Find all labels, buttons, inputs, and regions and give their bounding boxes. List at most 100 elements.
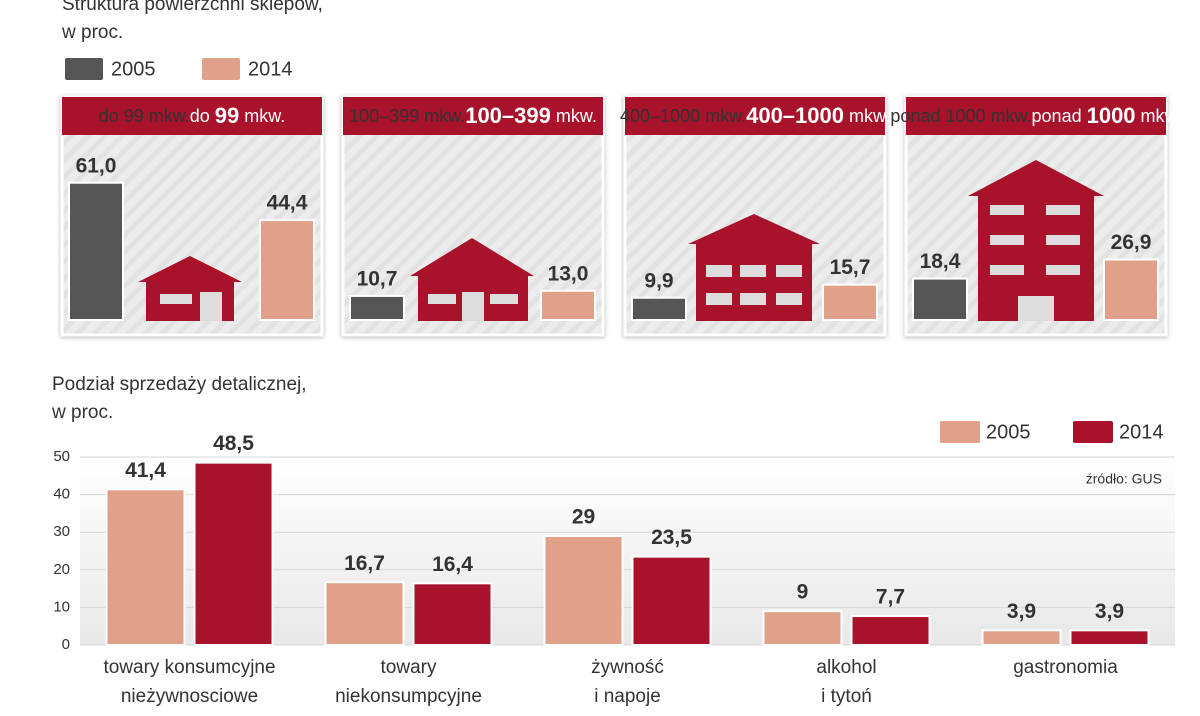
y-tick-label: 20 [53, 561, 70, 578]
house-window [776, 265, 802, 277]
value-label: 41,4 [125, 459, 166, 482]
value-label: 7,7 [876, 586, 905, 609]
value-label: 29 [572, 506, 595, 529]
x-tick-label: towary [381, 657, 437, 678]
x-tick-label: i napoje [594, 686, 661, 707]
bar [324, 581, 405, 647]
chart-title: Struktura powierzchni sklepów, [62, 0, 323, 15]
bar [68, 181, 124, 321]
bar [349, 294, 405, 321]
bar [105, 488, 186, 646]
house-window [990, 265, 1024, 275]
value-label: 26,9 [1111, 231, 1152, 254]
x-tick-label: i tytoń [821, 686, 872, 707]
house [410, 238, 534, 276]
value-label: 23,5 [651, 526, 692, 549]
legend-label: 2014 [248, 58, 293, 80]
value-label: 16,7 [344, 552, 385, 575]
bar [543, 534, 624, 647]
panel: 400–1000 mkw.400–1000 mkw. 9,9 15,7 [620, 95, 890, 337]
house-window [706, 265, 732, 277]
y-tick-label: 40 [53, 486, 70, 503]
x-tick-label: niekonsumpcyjne [335, 686, 482, 707]
bar [822, 283, 878, 321]
house-window [740, 293, 766, 305]
house-window [706, 293, 732, 305]
value-label: 48,5 [213, 432, 254, 455]
panel-label: ponad 1000 mkw.ponad 1000 mkw. [890, 103, 1181, 128]
house-window [740, 265, 766, 277]
value-label: 9,9 [644, 269, 673, 292]
panel-header [625, 97, 885, 135]
house-window [990, 235, 1024, 245]
bar [762, 610, 843, 646]
y-tick-label: 0 [62, 636, 70, 653]
house [968, 160, 1104, 196]
house-window [1046, 265, 1080, 275]
house-door [462, 292, 484, 321]
house [696, 242, 812, 321]
x-tick-label: towary konsumcyjne [103, 657, 275, 678]
x-tick-label: nieżywnosciowe [121, 686, 258, 707]
chart-title: w proc. [61, 22, 123, 43]
x-tick-label: alkohol [816, 657, 876, 678]
x-tick-label: żywność [591, 657, 664, 678]
house-window [776, 293, 802, 305]
bar [631, 555, 712, 647]
panel: do 99 mkw.do 99 mkw. 61,0 44,4 [60, 95, 324, 337]
panel-label: do 99 mkw.do 99 mkw. [99, 103, 286, 128]
legend-label: 2014 [1119, 421, 1164, 443]
bar [193, 461, 274, 647]
house-door [200, 292, 222, 321]
legend-label: 2005 [986, 421, 1031, 443]
bar [1069, 629, 1150, 646]
value-label: 15,7 [830, 256, 871, 279]
panel-label: 400–1000 mkw.400–1000 mkw. [620, 103, 890, 128]
panel-header [906, 97, 1166, 135]
panel-header [62, 97, 322, 135]
house [688, 214, 820, 244]
bar [981, 629, 1062, 646]
value-label: 18,4 [920, 250, 961, 273]
bar [259, 219, 315, 322]
y-tick-label: 10 [53, 598, 70, 615]
x-tick-label: gastronomia [1013, 657, 1118, 678]
house-window [428, 294, 456, 304]
legend-label: 2005 [111, 58, 156, 80]
source: źródło: GUS [1086, 471, 1162, 487]
house [138, 256, 242, 282]
value-label: 9 [797, 581, 809, 604]
legend-swatch [65, 58, 103, 80]
legend-swatch [1073, 421, 1113, 443]
legend-swatch [940, 421, 980, 443]
bar [850, 615, 931, 646]
house-window [490, 294, 518, 304]
bar [540, 289, 596, 321]
y-tick-label: 30 [53, 523, 70, 540]
house-window [1046, 205, 1080, 215]
chart-title: Podział sprzedaży detalicznej, [52, 374, 307, 395]
house-door [1018, 296, 1054, 321]
bar [912, 277, 968, 322]
value-label: 10,7 [357, 267, 398, 290]
panel: ponad 1000 mkw.ponad 1000 mkw. 18,4 26,9 [890, 95, 1182, 337]
value-label: 3,9 [1095, 600, 1124, 623]
house-window [160, 294, 192, 304]
chart-title: w proc. [51, 402, 113, 423]
panel: 100–399 mkw.100–399 mkw. 10,7 13,0 [341, 95, 605, 337]
value-label: 16,4 [432, 553, 473, 576]
legend-swatch [202, 58, 240, 80]
bar [631, 296, 687, 322]
house-window [1046, 235, 1080, 245]
panel-label: 100–399 mkw.100–399 mkw. [349, 103, 597, 128]
value-label: 13,0 [548, 262, 589, 285]
panel-header [343, 97, 603, 135]
house-window [990, 205, 1024, 215]
bar [1103, 258, 1159, 322]
y-tick-label: 50 [53, 448, 70, 465]
value-label: 3,9 [1007, 600, 1036, 623]
bar [412, 582, 493, 646]
value-label: 44,4 [267, 192, 308, 215]
value-label: 61,0 [76, 154, 117, 177]
